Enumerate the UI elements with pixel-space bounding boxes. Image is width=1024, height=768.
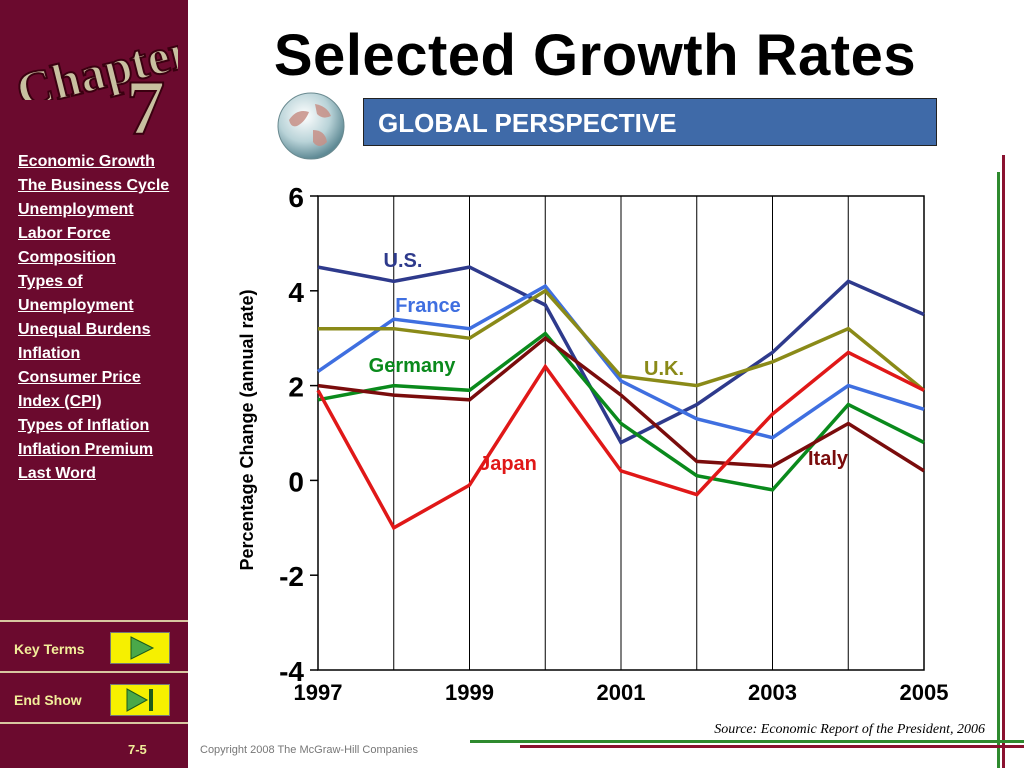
nav-link[interactable]: Unemployment — [18, 201, 134, 218]
sidebar-divider — [0, 722, 188, 724]
series-line-uk — [318, 288, 926, 392]
nav-link[interactable]: Unequal Burdens — [18, 321, 151, 338]
series-line-us — [317, 265, 925, 445]
source-citation: Source: Economic Report of the President… — [714, 722, 985, 737]
y-tick-label: 2 — [288, 372, 304, 403]
key-terms-label: Key Terms — [14, 641, 85, 657]
series-label: France — [395, 295, 461, 317]
nav-link[interactable]: Inflation Premium — [18, 441, 154, 458]
y-tick-label: 4 — [288, 277, 304, 308]
nav-link[interactable]: Last Word — [18, 465, 96, 482]
series-line-japan — [316, 350, 925, 531]
nav-link[interactable]: The Business Cycle — [18, 177, 170, 194]
series-label: Germany — [369, 355, 457, 377]
series-line-france — [317, 283, 925, 440]
nav-link[interactable]: Inflation — [18, 345, 81, 362]
copyright-notice: Copyright 2008 The McGraw-Hill Companies — [200, 744, 419, 756]
series-label: U.K. — [644, 358, 684, 380]
end-show-button[interactable] — [110, 684, 170, 716]
y-tick-label: -4 — [279, 656, 304, 687]
x-tick-label: 2001 — [597, 680, 646, 705]
sidebar: Chapter 7 Economic Growth The Business Cy… — [0, 0, 188, 768]
chapter-number-logo: 7 — [125, 63, 166, 142]
nav-link[interactable]: Types of Unemployment — [18, 273, 134, 314]
sidebar-divider — [0, 671, 188, 673]
nav-link[interactable]: Types of Inflation — [18, 417, 150, 434]
series-label: Japan — [479, 453, 537, 475]
x-tick-label: 1997 — [294, 680, 343, 705]
end-show-label: End Show — [14, 692, 82, 708]
decorative-line — [997, 172, 1000, 768]
decorative-line — [520, 745, 1024, 748]
globe-icon — [277, 92, 345, 160]
end-icon — [126, 688, 153, 712]
play-icon — [130, 636, 155, 660]
y-tick-label: 6 — [288, 182, 304, 213]
y-axis-label: Percentage Change (annual rate) — [237, 289, 257, 570]
decorative-line — [470, 740, 1024, 743]
page-number: 7-5 — [128, 742, 147, 757]
series-label: U.S. — [384, 250, 423, 272]
chapter-word-logo: Chapter — [10, 21, 178, 100]
series-line-italy — [317, 335, 925, 473]
y-tick-label: 0 — [288, 466, 304, 497]
chart-labels: U.S. France U.K. Germany Italy Japan — [369, 250, 849, 475]
x-tick-label: 2005 — [900, 680, 949, 705]
nav-link[interactable]: Labor Force Composition — [18, 225, 116, 266]
nav-link[interactable]: Consumer Price Index (CPI) — [18, 369, 141, 410]
x-tick-label: 2003 — [748, 680, 797, 705]
slide-title: Selected Growth Rates — [273, 23, 917, 88]
series-label: Italy — [808, 448, 849, 470]
y-tick-label: -2 — [279, 561, 304, 592]
chart-series — [316, 265, 926, 531]
nav-link[interactable]: Economic Growth — [18, 153, 155, 170]
decorative-line — [1002, 155, 1005, 768]
sidebar-nav: Economic Growth The Business Cycle Unemplo… — [18, 150, 184, 486]
global-perspective-banner: GLOBAL PERSPECTIVE — [363, 98, 937, 146]
chapter-number-text: 7 — [126, 64, 165, 142]
x-tick-label: 1999 — [445, 680, 494, 705]
series-line-germany — [317, 331, 925, 492]
sidebar-divider — [0, 620, 188, 622]
key-terms-button[interactable] — [110, 632, 170, 664]
